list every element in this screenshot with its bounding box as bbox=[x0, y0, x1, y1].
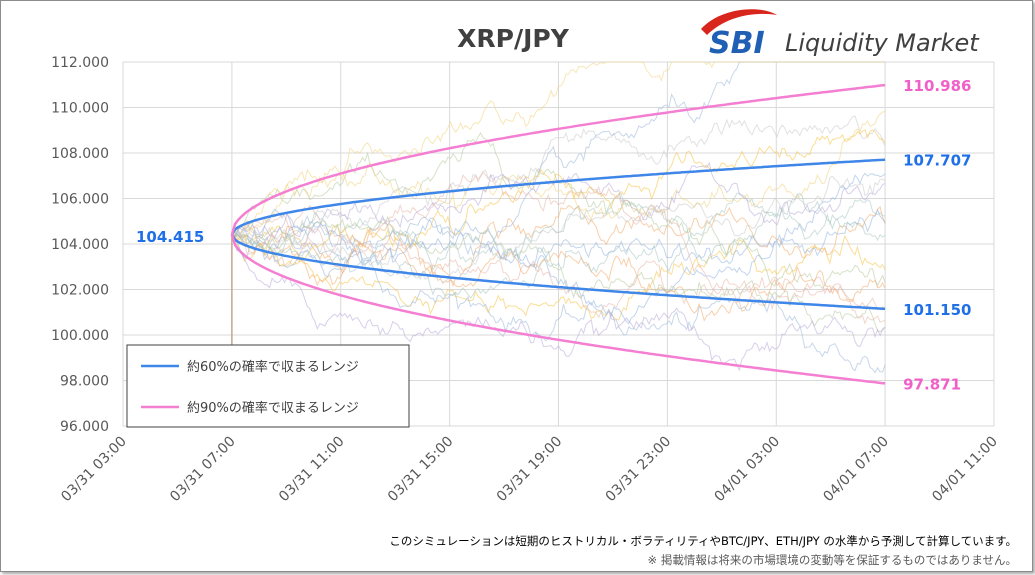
logo-brand: SBI bbox=[709, 26, 765, 61]
legend: 約60%の確率で収まるレンジ 約90%の確率で収まるレンジ bbox=[126, 344, 410, 428]
y-tick-label: 106.000 bbox=[51, 192, 109, 208]
simulation-path bbox=[231, 226, 886, 322]
x-tick-label: 03/31 23:00 bbox=[603, 434, 675, 506]
logo-name: Liquidity Market bbox=[785, 29, 980, 57]
simulation-path bbox=[231, 61, 886, 243]
logo-swoosh bbox=[701, 9, 777, 35]
y-axis-ticks: 96.000 98.000 100.000 102.000 104.000 106.000… bbox=[51, 55, 109, 435]
y-tick-label: 100.000 bbox=[51, 328, 109, 344]
range-60-upper-line bbox=[230, 158, 886, 236]
y-tick-label: 96.000 bbox=[60, 419, 109, 435]
simulation-path bbox=[231, 192, 886, 299]
simulation-path bbox=[231, 129, 886, 267]
legend-label-90: 約90%の確率で収まるレンジ bbox=[187, 400, 359, 416]
chart-title: XRP/JPY bbox=[457, 24, 570, 53]
simulation-path bbox=[231, 234, 886, 372]
simulation-path bbox=[231, 204, 886, 319]
simulation-path bbox=[231, 225, 886, 321]
x-tick-label: 03/31 15:00 bbox=[385, 434, 457, 506]
x-tick-label: 04/01 07:00 bbox=[820, 434, 892, 506]
range-60-lower-line bbox=[230, 233, 886, 311]
simulation-path bbox=[231, 115, 886, 240]
range-bands bbox=[230, 83, 886, 385]
y-tick-label: 112.000 bbox=[51, 55, 109, 71]
simulation-path bbox=[231, 215, 886, 333]
x-tick-label: 03/31 11:00 bbox=[276, 434, 348, 506]
y-tick-label: 110.000 bbox=[51, 101, 109, 117]
range-90-lower-label: 97.871 bbox=[903, 375, 961, 393]
end-labels: 107.707 101.150 110.986 97.871 bbox=[903, 77, 971, 393]
x-tick-label: 03/31 07:00 bbox=[167, 434, 239, 506]
y-tick-label: 108.000 bbox=[51, 146, 109, 162]
x-tick-label: 04/01 03:00 bbox=[712, 434, 784, 506]
y-tick-label: 98.000 bbox=[60, 374, 109, 390]
simulation-path bbox=[231, 204, 886, 288]
legend-label-60: 約60%の確率で収まるレンジ bbox=[187, 359, 359, 375]
range-90-upper-label: 110.986 bbox=[903, 77, 971, 95]
x-tick-label: 03/31 19:00 bbox=[494, 434, 566, 506]
simulation-path bbox=[231, 171, 886, 325]
footnote-disclaimer: ※ 掲載情報は将来の市場環境の変動等を保証するものではありません。 bbox=[648, 553, 1017, 567]
x-axis-ticks: 03/31 03:00 03/31 07:00 03/31 11:00 03/31 1… bbox=[58, 434, 1001, 506]
logo: SBI Liquidity Market bbox=[701, 9, 980, 61]
start-price-label: 104.415 bbox=[136, 228, 204, 246]
range-90-lower-line bbox=[230, 234, 886, 385]
x-tick-label: 04/01 11:00 bbox=[929, 434, 1001, 506]
simulation-path bbox=[231, 192, 886, 271]
y-tick-label: 104.000 bbox=[51, 237, 109, 253]
footnote-simulation: このシミュレーションは短期のヒストリカル・ボラティリティやBTC/JPY、ETH… bbox=[389, 534, 1017, 548]
simulation-path bbox=[231, 208, 886, 268]
simulation-path bbox=[231, 175, 886, 284]
range-60-lower-label: 101.150 bbox=[903, 301, 971, 319]
legend-box bbox=[126, 344, 410, 428]
range-90-upper-line bbox=[230, 83, 886, 235]
range-60-upper-label: 107.707 bbox=[903, 152, 971, 170]
x-tick-label: 03/31 03:00 bbox=[58, 434, 130, 506]
y-tick-label: 102.000 bbox=[51, 283, 109, 299]
